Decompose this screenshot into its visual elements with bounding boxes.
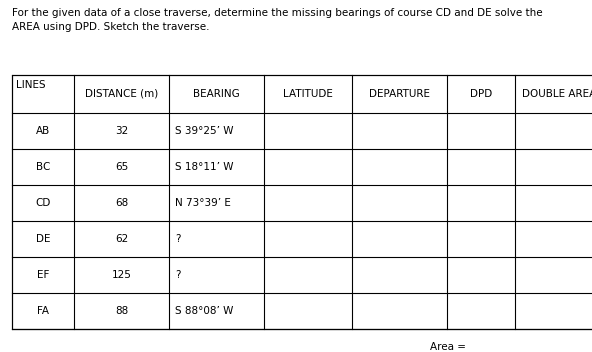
Text: DEPARTURE: DEPARTURE (369, 89, 430, 99)
Text: LINES: LINES (16, 80, 46, 90)
Text: FA: FA (37, 306, 49, 316)
Text: S 39°25’ W: S 39°25’ W (175, 126, 233, 136)
Text: 32: 32 (115, 126, 128, 136)
Text: ?: ? (175, 234, 181, 244)
Text: EF: EF (37, 270, 49, 280)
Text: DISTANCE (m): DISTANCE (m) (85, 89, 158, 99)
Text: DOUBLE AREA: DOUBLE AREA (522, 89, 592, 99)
Text: CD: CD (36, 198, 51, 208)
Text: BEARING: BEARING (193, 89, 240, 99)
Text: AB: AB (36, 126, 50, 136)
Text: N 73°39’ E: N 73°39’ E (175, 198, 231, 208)
Text: 88: 88 (115, 306, 128, 316)
Text: LATITUDE: LATITUDE (283, 89, 333, 99)
Text: 62: 62 (115, 234, 128, 244)
Text: 125: 125 (111, 270, 131, 280)
Text: BC: BC (36, 162, 50, 172)
Text: S 18°11’ W: S 18°11’ W (175, 162, 233, 172)
Text: DE: DE (36, 234, 50, 244)
Text: For the given data of a close traverse, determine the missing bearings of course: For the given data of a close traverse, … (12, 8, 543, 18)
Text: DPD: DPD (470, 89, 492, 99)
Text: 68: 68 (115, 198, 128, 208)
Bar (12, 75, 592, 329)
Text: 65: 65 (115, 162, 128, 172)
Text: ?: ? (175, 270, 181, 280)
Text: AREA using DPD. Sketch the traverse.: AREA using DPD. Sketch the traverse. (12, 22, 210, 32)
Text: Area =: Area = (430, 342, 469, 352)
Text: S 88°08’ W: S 88°08’ W (175, 306, 233, 316)
